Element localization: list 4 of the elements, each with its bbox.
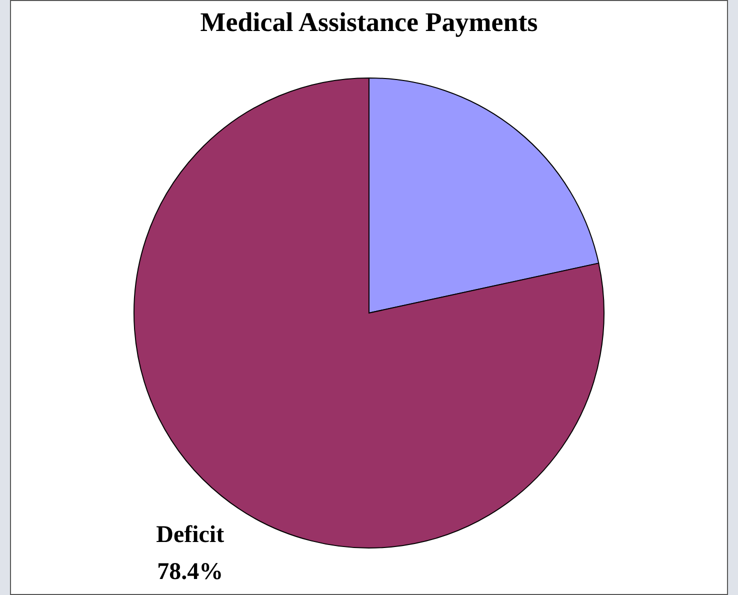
chart-title: Medical Assistance Payments	[200, 7, 538, 37]
data-label: 78.4%	[157, 558, 224, 585]
pie-slice	[134, 78, 604, 548]
slice-label: Deficit	[156, 522, 224, 548]
